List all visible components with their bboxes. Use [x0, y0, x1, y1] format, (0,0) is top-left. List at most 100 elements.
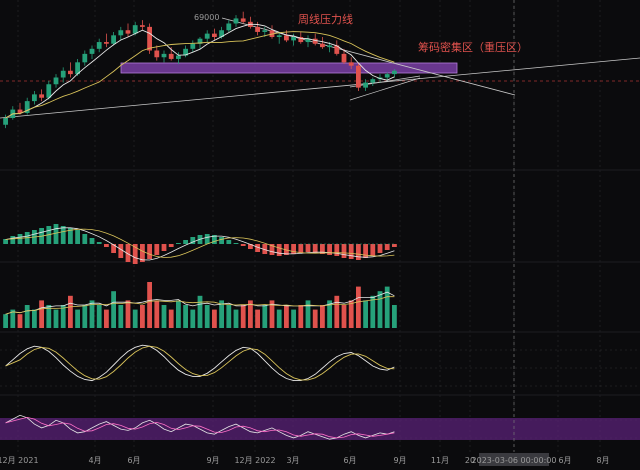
volume-bar — [262, 305, 268, 328]
volume-bar — [132, 309, 138, 328]
candle-body — [327, 45, 332, 48]
candle-body — [111, 35, 116, 44]
macd-histogram-bar — [377, 244, 383, 253]
candle-body — [269, 30, 275, 37]
volume-bar — [68, 295, 73, 328]
macd-histogram-bar — [363, 244, 368, 258]
kdj-line — [5, 344, 395, 382]
macd-histogram-bar — [154, 244, 160, 255]
macd-histogram-bar — [284, 244, 289, 255]
volume-bar — [32, 309, 37, 328]
macd-histogram-bar — [75, 230, 80, 244]
macd-histogram-bar — [312, 244, 318, 253]
candle-body — [233, 18, 239, 24]
macd-histogram-bar — [118, 244, 124, 258]
volume-bar — [154, 300, 160, 328]
volume-bar — [60, 305, 66, 328]
candle-body — [82, 53, 88, 63]
macd-histogram-bar — [53, 224, 59, 244]
kdj-line — [5, 345, 395, 381]
candle-body — [363, 82, 368, 88]
volume-bar — [111, 291, 116, 328]
volume-bar — [284, 305, 289, 328]
macd-histogram-bar — [334, 244, 340, 256]
volume-bar — [197, 295, 203, 328]
volume-bar — [53, 309, 59, 328]
volume-bar — [298, 305, 304, 328]
candle-body — [392, 70, 397, 75]
candle-body — [183, 48, 188, 56]
volume-bar — [24, 305, 30, 328]
candle-body — [384, 74, 390, 78]
candle-body — [204, 33, 210, 39]
volume-ma-line — [5, 296, 395, 315]
volume-bar — [269, 300, 275, 328]
volume-bar — [140, 305, 145, 328]
volume-bar — [305, 300, 311, 328]
macd-histogram-bar — [269, 244, 275, 255]
candle-body — [118, 30, 124, 36]
crosshair-date-box — [479, 453, 549, 466]
candle-body — [75, 62, 80, 75]
macd-histogram-bar — [291, 244, 296, 254]
macd-histogram-bar — [320, 244, 325, 254]
candle-body — [89, 48, 95, 54]
high-price-label: 69000 — [194, 13, 219, 22]
volume-bar — [212, 309, 217, 328]
volume-bar — [291, 309, 296, 328]
candle-body — [132, 25, 138, 34]
candle-body — [176, 55, 181, 59]
macd-histogram-bar — [161, 244, 167, 251]
candle-body — [60, 70, 66, 78]
candle-body — [3, 118, 8, 125]
macd-histogram-bar — [262, 244, 268, 254]
macd-histogram-bar — [3, 239, 8, 244]
volume-bar — [118, 305, 124, 328]
wedge-lower-line — [349, 77, 421, 101]
volume-bar — [75, 309, 80, 328]
volume-bar — [377, 291, 383, 328]
macd-histogram-bar — [305, 244, 311, 252]
candle-body — [291, 37, 296, 41]
moving-average-line — [5, 31, 395, 119]
x-axis-tick-label: 8月 — [596, 456, 609, 465]
macd-histogram-bar — [204, 234, 210, 244]
volume-bar — [348, 300, 354, 328]
volume-bar — [17, 314, 23, 328]
macd-histogram-bar — [348, 244, 354, 259]
volume-bar — [248, 300, 253, 328]
macd-histogram-bar — [68, 228, 73, 244]
macd-histogram-bar — [132, 244, 138, 264]
volume-bar — [183, 305, 188, 328]
volume-bar — [255, 309, 260, 328]
macd-histogram-bar — [10, 236, 16, 244]
volume-bar — [334, 295, 340, 328]
candle-body — [68, 70, 73, 75]
candle-body — [32, 94, 37, 102]
volume-bar — [276, 309, 282, 328]
x-axis-tick-label: 6月 — [127, 456, 140, 465]
volume-ma-line — [5, 291, 395, 315]
candle-body — [262, 30, 268, 32]
x-axis-tick-label: 12月 2022 — [234, 456, 275, 465]
volume-bar — [327, 300, 332, 328]
volume-bar — [226, 305, 232, 328]
candle-body — [219, 30, 224, 37]
candle-body — [53, 77, 59, 85]
macd-histogram-bar — [276, 244, 282, 256]
macd-histogram-bar — [111, 244, 116, 253]
macd-histogram-bar — [370, 244, 376, 256]
candle-body — [276, 35, 282, 37]
volume-bar — [104, 309, 109, 328]
candle-body — [140, 25, 145, 27]
macd-histogram-bar — [96, 242, 102, 244]
macd-histogram-bar — [212, 235, 217, 244]
rsi-line — [5, 416, 395, 439]
macd-histogram-bar — [168, 244, 174, 247]
candle-body — [255, 26, 260, 32]
macd-histogram-bar — [125, 244, 131, 262]
candle-body — [190, 43, 196, 49]
crosshair-date-label: 2023-03-06 00:00:00 — [472, 456, 557, 465]
volume-bar — [3, 314, 8, 328]
macd-histogram-bar — [356, 244, 361, 260]
